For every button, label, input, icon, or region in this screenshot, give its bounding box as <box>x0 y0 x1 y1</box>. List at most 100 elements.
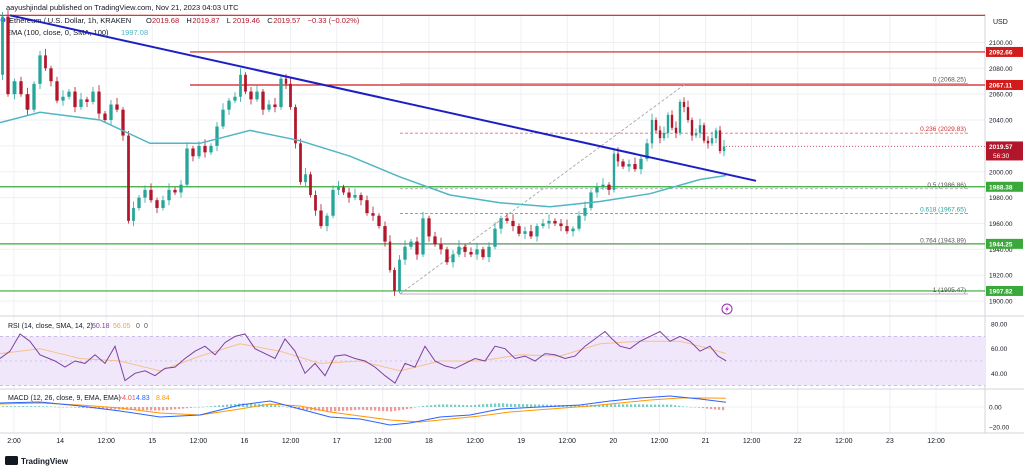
candle-body <box>577 215 581 229</box>
candlestick <box>654 117 658 133</box>
ema-legend[interactable]: EMA (100, close, 0, SMA, 100) 1997.08 <box>6 28 148 37</box>
macd-histogram-bar <box>394 407 397 411</box>
macd-histogram-bar <box>494 403 497 407</box>
candlestick <box>658 125 662 144</box>
macd-histogram-bar <box>42 406 45 407</box>
candle-body <box>589 192 593 208</box>
candlestick <box>445 246 449 265</box>
time-tick-label: 15 <box>148 438 156 445</box>
macd-histogram-bar <box>62 407 65 408</box>
candlestick <box>173 187 177 196</box>
time-tick-label: 17 <box>333 438 341 445</box>
candle-body <box>616 153 620 162</box>
macd-histogram-bar <box>618 404 621 407</box>
macd-histogram-bar <box>446 404 449 407</box>
candle-body <box>505 218 509 221</box>
candlestick <box>415 237 419 260</box>
candle-body <box>511 220 515 227</box>
macd-histogram-bar <box>454 404 457 407</box>
candlestick <box>433 231 437 247</box>
tradingview-logo[interactable]: TradingView <box>5 456 69 466</box>
macd-histogram-bar <box>194 407 197 408</box>
candlestick <box>702 122 706 144</box>
candlestick <box>155 197 159 214</box>
macd-histogram-bar <box>658 404 661 407</box>
candlestick <box>359 192 363 206</box>
macd-histogram-bar <box>666 404 669 407</box>
price-axis[interactable]: 1900.00 1920.00 1940.00 1960.00 1980.00 2000.… <box>986 19 1023 432</box>
support-price-tag-bg <box>986 285 1023 296</box>
lightning-icon[interactable] <box>721 303 733 315</box>
candlestick <box>67 89 71 100</box>
fib-level-label: 0 (2068.25) <box>933 77 966 84</box>
candle-body <box>155 200 159 208</box>
macd-histogram-bar <box>458 404 461 407</box>
candle-body <box>383 226 387 242</box>
candlestick <box>553 218 557 227</box>
candle-body <box>678 101 682 133</box>
candlestick <box>44 48 47 71</box>
candlestick <box>267 99 271 113</box>
rsi-pane[interactable]: RSI (14, close, SMA, 14, 2) 50.18 56.05 0 0 <box>0 323 985 386</box>
candle-body <box>595 187 599 193</box>
candle-body <box>427 218 431 237</box>
macd-histogram-bar <box>114 407 117 410</box>
candle-body <box>702 125 706 141</box>
candlestick <box>698 118 702 139</box>
candle-body <box>261 91 265 110</box>
macd-pane[interactable]: MACD (12, 26, close, 9, EMA, EMA)−4.01 4.… <box>0 395 985 426</box>
time-tick-label: 19 <box>517 438 525 445</box>
macd-histogram-bar <box>6 406 9 407</box>
macd-histogram-bar <box>226 404 229 407</box>
candle-body <box>347 192 351 198</box>
macd-histogram-bar <box>162 407 165 411</box>
time-tick-label: 12:00 <box>466 438 484 445</box>
candle-body <box>714 130 718 139</box>
macd-histogram-bar <box>418 406 421 408</box>
macd-histogram-bar <box>634 404 637 407</box>
candle-body <box>197 145 201 157</box>
symbol-legend[interactable]: Ethereum / U.S. Dollar, 1h, KRAKEN O 2019… <box>0 16 360 25</box>
candle-body <box>658 130 662 139</box>
macd-histogram-bar <box>322 407 325 412</box>
candle-body <box>633 164 637 170</box>
macd-histogram-bar <box>186 407 189 409</box>
candlestick <box>639 156 643 175</box>
macd-histogram-bar <box>278 405 281 407</box>
candlestick <box>463 244 467 258</box>
candlestick <box>650 113 654 149</box>
macd-tick-label: 0.00 <box>989 405 1002 412</box>
price-tick-label: 1940.00 <box>989 247 1013 254</box>
candlestick <box>682 97 686 113</box>
ohlc-key-H: H <box>186 16 191 25</box>
fib-level-label: 0.618 (1967.65) <box>920 207 966 214</box>
time-axis[interactable]: 2:00 14 12:00 15 12:00 16 12:00 17 12:00 18 12:00 1… <box>7 438 945 445</box>
current-price-tag-bg <box>986 141 1023 161</box>
candlestick <box>167 183 171 206</box>
macd-histogram-bar <box>678 405 681 407</box>
symbol-title: Ethereum / U.S. Dollar, 1h, KRAKEN <box>9 16 131 25</box>
candlestick <box>565 219 569 234</box>
candlestick <box>499 215 503 234</box>
support-price-tag-text: 1988.38 <box>989 184 1013 191</box>
price-tick-label: 1960.00 <box>989 221 1013 228</box>
candle-body <box>607 184 611 190</box>
currency-label: USD <box>993 19 1008 26</box>
rsi-value: 50.18 <box>92 323 110 330</box>
time-tick-label: 20 <box>609 438 617 445</box>
candlestick <box>255 85 259 102</box>
candle-body <box>445 249 449 263</box>
candlestick <box>185 142 189 188</box>
macd-histogram-bar <box>214 405 217 407</box>
macd-histogram-bar <box>178 407 181 409</box>
candle-body <box>403 246 407 260</box>
candlestick <box>161 195 165 211</box>
candle-body <box>409 241 413 247</box>
price-pane[interactable]: 0 (2068.25) 0.236 (2029.83) 0.5 (1986.86) 0… <box>0 10 985 296</box>
candle-body <box>115 104 119 110</box>
macd-histogram-bar <box>642 404 645 407</box>
fibonacci-retracement: 0 (2068.25) 0.236 (2029.83) 0.5 (1986.86) 0… <box>399 77 968 295</box>
macd-histogram-bar <box>430 405 433 407</box>
candlestick <box>421 211 425 258</box>
